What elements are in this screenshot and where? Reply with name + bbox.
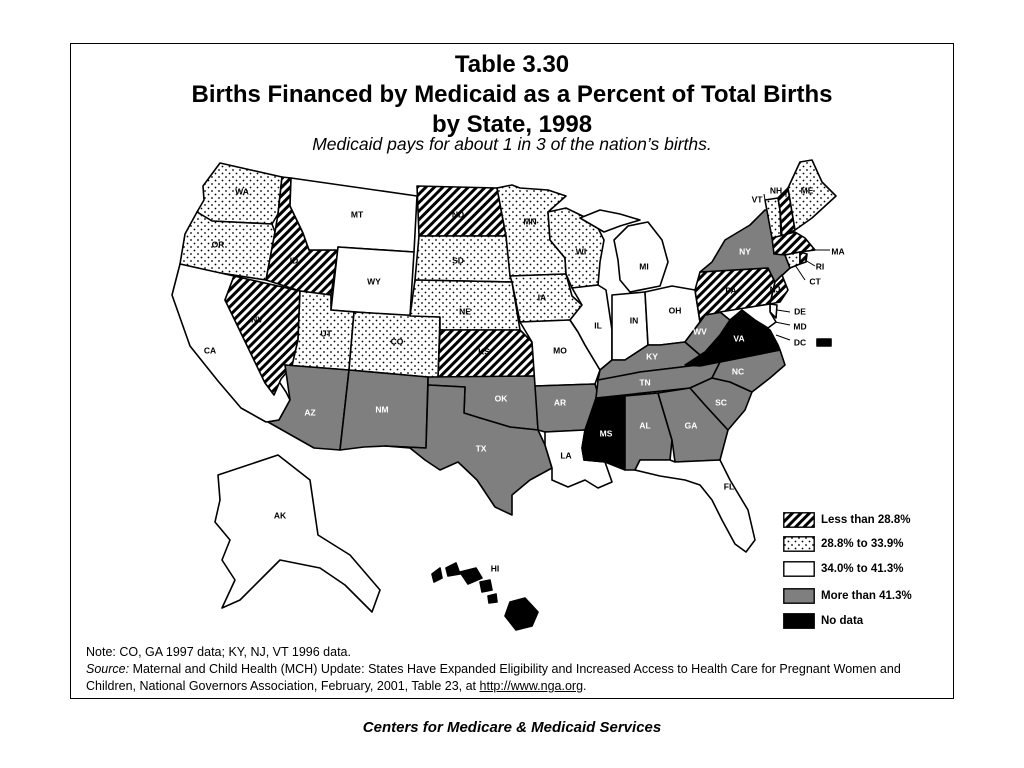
state-label-mt: MT — [351, 209, 364, 219]
state-fl — [634, 459, 756, 553]
state-label-la: LA — [560, 450, 571, 460]
state-label-me: ME — [801, 185, 814, 195]
state-me — [787, 159, 837, 231]
state-label-nd: ND — [452, 209, 464, 219]
state-hi — [431, 562, 539, 631]
legend-swatch-black — [783, 612, 815, 629]
state-ak — [214, 454, 381, 613]
state-label-mi: MI — [639, 261, 648, 271]
state-label-al: AL — [639, 420, 650, 430]
state-label-in: IN — [630, 315, 639, 325]
state-ma — [771, 231, 816, 256]
state-label-ny: NY — [739, 246, 751, 256]
state-label-ks: KS — [478, 346, 490, 356]
state-dc — [816, 338, 832, 347]
state-label-wa: WA — [235, 186, 249, 196]
source-text: Source: Maternal and Child Health (MCH) … — [86, 661, 946, 695]
state-label-tn: TN — [639, 377, 650, 387]
legend-item-gray: More than 41.3% — [783, 587, 912, 604]
state-label-ok: OK — [495, 393, 509, 403]
state-mi — [579, 209, 669, 293]
state-label-pa: PA — [725, 285, 736, 295]
legend-item-less: Less than 28.8% — [783, 511, 910, 528]
state-label-ar: AR — [554, 397, 566, 407]
state-label-de: DE — [794, 306, 806, 316]
state-label-nv: NV — [251, 314, 263, 324]
state-label-wv: WV — [693, 326, 707, 336]
footer-credit: Centers for Medicare & Medicaid Services — [362, 719, 662, 736]
state-md — [719, 303, 777, 329]
state-label-nm: NM — [375, 404, 388, 414]
state-label-ne: NE — [459, 306, 471, 316]
state-label-ut: UT — [320, 328, 332, 338]
state-label-mo: MO — [553, 345, 567, 355]
state-label-tx: TX — [476, 443, 487, 453]
state-label-ia: IA — [538, 292, 547, 302]
state-label-wi: WI — [576, 246, 586, 256]
legend-item-black: No data — [783, 612, 863, 629]
state-label-nj: NJ — [770, 284, 781, 294]
state-nj — [769, 274, 789, 305]
state-label-sd: SD — [452, 255, 464, 265]
state-label-nc: NC — [732, 366, 744, 376]
source-link[interactable]: http://www.nga.org — [479, 679, 584, 693]
state-label-or: OR — [212, 239, 225, 249]
state-label-co: CO — [391, 336, 404, 346]
figure-title-line3: by State, 1998 — [431, 111, 593, 138]
legend-item-white: 34.0% to 41.3% — [783, 560, 903, 577]
note-text: Note: CO, GA 1997 data; KY, NJ, VT 1996 … — [86, 645, 351, 659]
state-label-fl: FL — [724, 481, 734, 491]
state-label-ri: RI — [816, 261, 825, 271]
subtitle: Medicaid pays for about 1 in 3 of the na… — [312, 134, 712, 154]
source-suffix: . — [583, 679, 587, 693]
state-ri — [799, 251, 808, 265]
state-label-oh: OH — [669, 305, 682, 315]
state-label-nh: NH — [770, 185, 782, 195]
state-label-ma: MA — [831, 246, 844, 256]
legend-swatch-less — [783, 511, 815, 528]
state-label-az: AZ — [304, 407, 315, 417]
label-leaders — [763, 191, 830, 341]
legend-label: Less than 28.8% — [821, 513, 911, 526]
legend-label: No data — [821, 614, 864, 627]
source-prefix: Source: — [86, 662, 130, 676]
legend-label: 28.8% to 33.9% — [821, 537, 904, 550]
state-label-wy: WY — [367, 276, 381, 286]
state-label-ak: AK — [274, 510, 287, 520]
state-label-md: MD — [793, 321, 806, 331]
state-label-vt: VT — [752, 194, 764, 204]
legend-item-dots: 28.8% to 33.9% — [783, 535, 903, 552]
legend-swatch-dots — [783, 535, 815, 552]
state-label-mn: MN — [523, 216, 536, 226]
state-label-layer: WA OR CA NV ID MT WY UT CO AZ NM ND SD NE KS OK TX MN IA MO… — [204, 185, 845, 573]
state-label-hi: HI — [491, 563, 500, 573]
state-label-ga: GA — [685, 420, 698, 430]
state-label-ca: CA — [204, 345, 216, 355]
source-body: Maternal and Child Health (MCH) Update: … — [86, 662, 901, 693]
state-label-ky: KY — [646, 351, 658, 361]
state-label-va: VA — [733, 333, 744, 343]
state-label-il: IL — [594, 320, 602, 330]
state-tx — [384, 384, 553, 516]
legend-swatch-white — [783, 560, 815, 577]
state-label-dc: DC — [794, 337, 806, 347]
state-label-ct: CT — [809, 276, 821, 286]
legend-swatch-gray — [783, 587, 815, 604]
state-label-ms: MS — [600, 428, 613, 438]
state-label-id: ID — [290, 255, 299, 265]
figure-title: Births Financed by Medicaid as a Percent… — [191, 81, 833, 108]
state-label-sc: SC — [715, 397, 727, 407]
figure-frame — [70, 43, 954, 699]
us-choropleth-map: WA OR CA NV ID MT WY UT CO AZ NM ND SD NE KS OK TX MN IA MO… — [171, 159, 845, 631]
legend-label: 34.0% to 41.3% — [821, 562, 904, 575]
table-number: Table 3.30 — [454, 51, 570, 78]
legend-label: More than 41.3% — [821, 589, 912, 602]
